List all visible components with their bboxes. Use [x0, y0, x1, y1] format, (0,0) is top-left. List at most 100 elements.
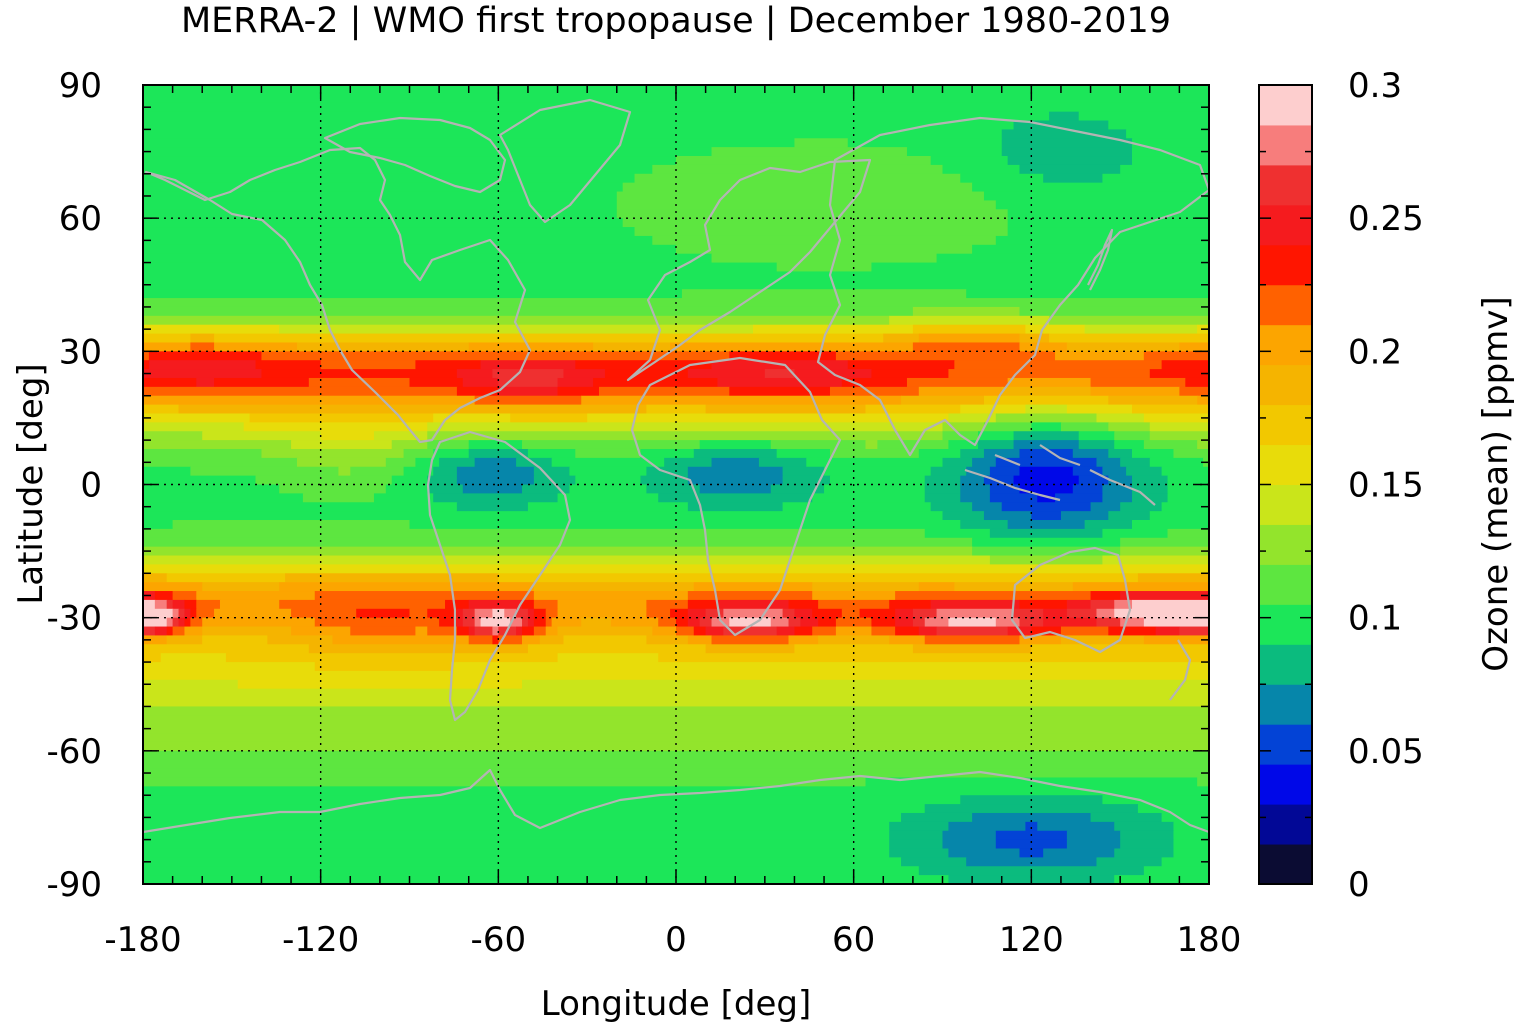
field-cell	[143, 164, 653, 175]
field-cell	[687, 369, 766, 379]
field-cell	[427, 484, 464, 494]
field-cell	[373, 493, 434, 503]
field-cell	[847, 360, 955, 370]
field-cell	[143, 448, 263, 459]
field-cell	[527, 617, 535, 628]
field-cell	[557, 493, 659, 503]
field-cell	[687, 617, 701, 628]
field-cell	[1114, 440, 1145, 450]
field-cell	[143, 271, 1209, 281]
field-cell	[462, 484, 523, 494]
field-cell	[202, 582, 280, 592]
field-cell	[285, 573, 499, 583]
x-tick-label: -180	[104, 920, 181, 960]
field-cell	[1173, 839, 1209, 850]
x-axis-label: Longitude [deg]	[541, 984, 812, 1024]
field-cell	[1143, 440, 1198, 450]
field-cell	[314, 662, 452, 672]
field-cell	[468, 342, 594, 352]
colorbar-label: Ozone (mean) [ppmv]	[1476, 296, 1516, 671]
field-cell	[711, 253, 938, 264]
field-cell	[895, 608, 914, 619]
field-cell	[533, 599, 559, 610]
field-cell	[527, 644, 707, 654]
field-cell	[143, 644, 310, 654]
field-cell	[533, 466, 570, 477]
field-cell	[154, 626, 168, 637]
field-cell	[1137, 573, 1209, 583]
field-cell	[693, 582, 813, 592]
field-cell	[729, 617, 772, 628]
field-cell	[202, 617, 316, 628]
colorbar-swatch	[1259, 204, 1312, 246]
field-cell	[1143, 413, 1209, 423]
field-cell	[1108, 120, 1209, 130]
field-cell	[1120, 546, 1209, 557]
field-cell	[871, 262, 1209, 273]
field-cell	[462, 617, 476, 628]
field-cell	[912, 617, 926, 628]
field-cell	[1019, 342, 1068, 352]
field-cell	[237, 679, 523, 690]
field-cell	[516, 626, 523, 637]
field-cell	[788, 617, 801, 628]
field-cell	[143, 848, 890, 858]
field-cell	[433, 413, 511, 423]
field-cell	[983, 422, 1032, 432]
field-cell	[143, 386, 458, 397]
field-cell	[279, 484, 387, 494]
field-cell	[676, 617, 689, 628]
field-cell	[717, 377, 843, 388]
field-cell	[522, 617, 529, 628]
field-cell	[889, 599, 932, 610]
field-cell	[829, 448, 920, 459]
field-cell	[782, 466, 825, 477]
colorbar-swatch	[1259, 164, 1312, 206]
field-cell	[143, 679, 239, 690]
field-cell	[296, 457, 387, 468]
field-cell	[332, 635, 470, 645]
field-cell	[1001, 147, 1133, 157]
field-cell	[1019, 484, 1074, 494]
field-cell	[918, 386, 1003, 397]
y-tick-labels: 90 60 30 0 -30 -60 -90	[46, 66, 102, 905]
field-cell	[924, 528, 991, 539]
field-cell	[143, 173, 636, 184]
field-cell	[912, 342, 1021, 352]
field-cell	[912, 644, 1032, 654]
field-cell	[983, 191, 1209, 202]
field-cell	[972, 457, 997, 468]
field-cell	[143, 493, 304, 503]
field-cell	[143, 138, 796, 148]
field-cell	[143, 413, 251, 423]
field-cell	[516, 608, 529, 619]
field-cell	[1066, 830, 1121, 841]
field-cell	[640, 475, 689, 486]
field-cell	[143, 839, 890, 850]
field-cell	[143, 537, 973, 548]
field-cell	[279, 582, 535, 592]
colorbar-swatch	[1259, 804, 1312, 845]
field-cell	[1120, 617, 1145, 628]
x-tick-labels: -180 -120 -60 0 60 120 180	[104, 920, 1241, 960]
field-cell	[385, 457, 417, 468]
field-cell	[314, 591, 535, 601]
field-cell	[711, 147, 908, 157]
field-cell	[225, 653, 559, 663]
field-cell	[184, 599, 197, 610]
field-cell	[302, 493, 375, 503]
field-cell	[456, 475, 535, 486]
field-cell	[320, 431, 375, 441]
colorbar-swatch	[1259, 284, 1312, 326]
field-cell	[646, 484, 701, 494]
field-cell	[1132, 156, 1209, 166]
field-cell	[966, 289, 1209, 299]
field-cell	[1037, 821, 1115, 832]
field-cell	[829, 386, 920, 397]
field-cell	[889, 848, 950, 858]
field-cell	[924, 484, 961, 494]
colorbar-tick-labels: 0.3 0.25 0.2 0.15 0.1 0.05 0	[1348, 66, 1424, 905]
field-cell	[143, 511, 944, 521]
field-cell	[889, 315, 1050, 326]
field-cell	[249, 413, 434, 423]
